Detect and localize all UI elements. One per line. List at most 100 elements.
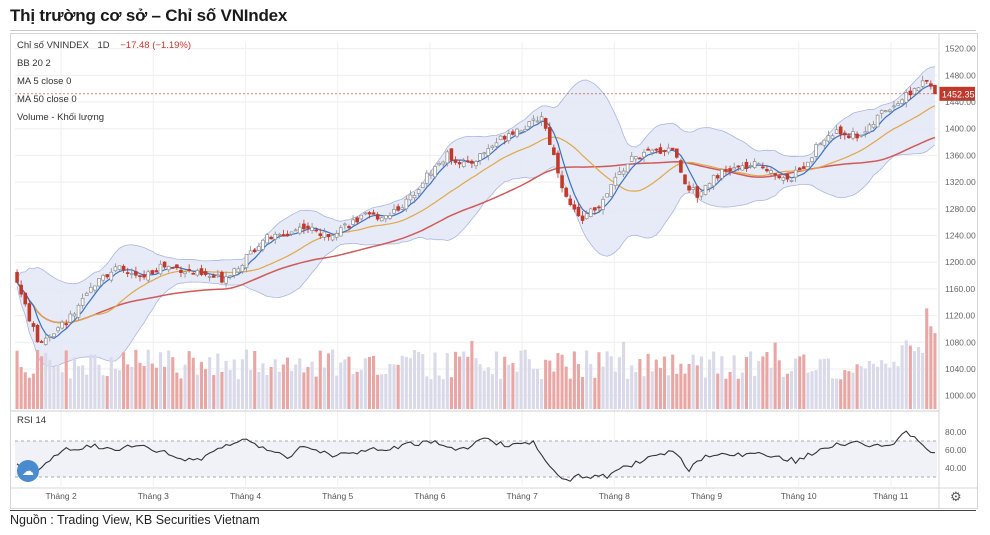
- volume-bar: [44, 352, 48, 409]
- candle-body: [60, 321, 64, 329]
- volume-bar: [199, 361, 204, 409]
- candle-body: [556, 152, 560, 174]
- volume-bar: [679, 363, 683, 409]
- volume-bar: [494, 351, 499, 409]
- volume-bar: [896, 366, 900, 409]
- tradingview-cloud-icon[interactable]: ☁: [17, 460, 39, 482]
- legend-change: −17.48 (−1.19%): [120, 40, 192, 51]
- volume-bar: [609, 356, 613, 409]
- candle-body: [43, 337, 48, 345]
- volume-bar: [531, 368, 535, 409]
- candle-body: [707, 183, 712, 189]
- candle-body: [576, 206, 581, 217]
- volume-bar: [515, 371, 519, 409]
- ma20-line: [16, 105, 936, 324]
- volume-bar: [843, 370, 847, 409]
- candle-body: [871, 124, 876, 128]
- volume-bar: [740, 372, 744, 409]
- candle-body: [740, 165, 745, 171]
- candle-body: [109, 271, 114, 281]
- volume-bar: [117, 370, 122, 409]
- candle-body: [498, 135, 503, 140]
- candle-body: [39, 341, 44, 343]
- legend-interval[interactable]: 1D: [97, 40, 110, 51]
- candle-body: [179, 269, 183, 273]
- candle-body: [388, 215, 392, 219]
- candle-body: [470, 160, 474, 164]
- volume-bar: [859, 366, 863, 409]
- volume-bar: [40, 356, 44, 409]
- candle-body: [736, 165, 741, 168]
- candle-body: [97, 278, 101, 287]
- price-tick-label: 1240.00: [945, 231, 976, 241]
- volume-bar: [478, 364, 482, 409]
- candle-body: [834, 129, 839, 134]
- candle-body: [105, 274, 109, 278]
- candle-body: [351, 219, 355, 225]
- volume-bar: [97, 364, 101, 409]
- volume-bar: [662, 356, 667, 409]
- page-title: Thị trường cơ sở – Chỉ số VNIndex: [10, 6, 288, 25]
- candle-body: [822, 139, 827, 146]
- volume-bar: [888, 367, 892, 409]
- candle-body: [166, 265, 171, 271]
- volume-bar: [35, 349, 40, 409]
- last-price-tag: [939, 86, 975, 101]
- volume-bar: [167, 350, 171, 409]
- rsi-tick-label: 80.00: [945, 427, 967, 437]
- vnindex-chart[interactable]: 1452.35 1520.00 1480.00 1440.00 1400.00 1360.…: [11, 34, 977, 508]
- candle-body: [527, 121, 532, 127]
- volume-bar: [175, 372, 179, 409]
- candle-body: [502, 135, 507, 140]
- volume-bar: [138, 362, 142, 409]
- candle-body: [781, 177, 786, 181]
- legend-bb[interactable]: BB 20 2: [17, 58, 51, 69]
- candle-body: [617, 171, 622, 175]
- volume-bar: [195, 374, 199, 409]
- volume-bar: [347, 356, 351, 409]
- candle-body: [875, 114, 880, 128]
- candle-body: [904, 92, 909, 103]
- candle-body: [191, 272, 196, 275]
- candle-body: [146, 271, 150, 281]
- volume-bar: [654, 359, 658, 409]
- volume-bar: [306, 366, 310, 409]
- candle-body: [64, 323, 69, 326]
- gear-icon[interactable]: ⚙: [950, 489, 962, 504]
- candle-body: [27, 303, 32, 322]
- volume-bar: [597, 352, 601, 409]
- candle-body: [506, 133, 511, 141]
- legend-rsi[interactable]: RSI 14: [17, 415, 47, 426]
- title-divider: [10, 30, 976, 31]
- volume-bar: [466, 356, 470, 409]
- volume-bar: [384, 373, 388, 409]
- candle-body: [334, 232, 339, 238]
- candle-body: [588, 208, 593, 217]
- price-tick-label: 1120.00: [945, 311, 975, 321]
- volume-bar: [929, 326, 933, 409]
- candle-body: [724, 169, 728, 171]
- price-tick-label: 1400.00: [945, 124, 976, 134]
- candle-body: [453, 159, 458, 163]
- bollinger-upper-line: [16, 66, 936, 285]
- legend-ma5[interactable]: MA 5 close 0: [17, 76, 72, 87]
- candle-body: [560, 175, 564, 189]
- time-tick-label: Tháng 9: [691, 491, 722, 501]
- legend-symbol[interactable]: Chỉ số VNINDEX: [17, 40, 89, 51]
- candle-body: [761, 166, 765, 169]
- candle-body: [257, 246, 261, 251]
- volume-bar: [900, 345, 904, 409]
- legend-ma50[interactable]: MA 50 close 0: [17, 94, 77, 105]
- candle-body: [134, 271, 138, 276]
- candle-body: [68, 313, 73, 323]
- volume-bar: [580, 377, 585, 409]
- chart-frame[interactable]: 1452.35 1520.00 1480.00 1440.00 1400.00 1360.…: [10, 33, 978, 509]
- volume-bar: [576, 364, 581, 409]
- volume-bar: [667, 375, 671, 409]
- volume-bar: [765, 352, 769, 409]
- volume-bar: [179, 378, 183, 409]
- volume-bar: [273, 359, 277, 409]
- ma50-line: [16, 136, 936, 324]
- legend-volume[interactable]: Volume - Khối lượng: [17, 112, 105, 123]
- price-tick-label: 1320.00: [945, 177, 976, 187]
